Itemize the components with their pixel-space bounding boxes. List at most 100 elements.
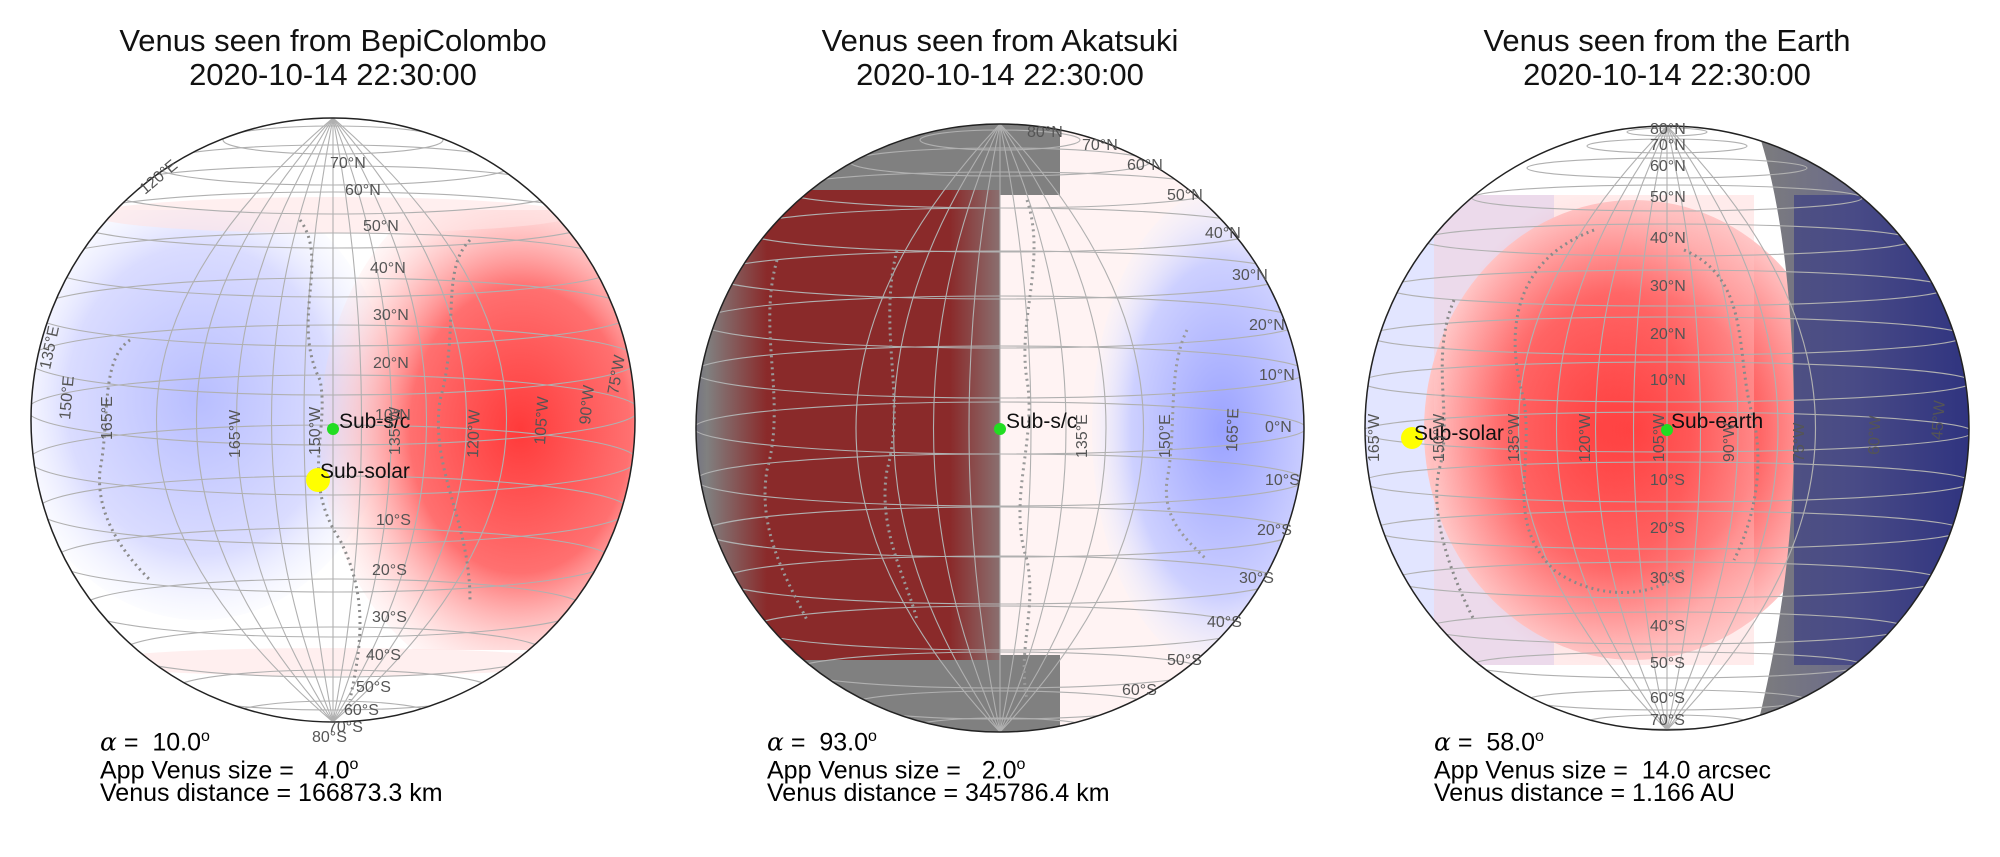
phase-angle-readout: α = 10.0o <box>100 727 210 757</box>
panel-title: Venus seen from Akatsuki <box>821 23 1179 58</box>
size-prefix: App Venus size = <box>100 756 315 785</box>
panel-title: Venus seen from the Earth <box>1483 23 1851 58</box>
panel-bepicolombo: Venus seen from BepiColombo 2020-10-14 2… <box>0 0 666 857</box>
lat-label: 40°N <box>370 260 406 277</box>
lat-label: 20°S <box>372 562 407 579</box>
lon-label: 150°E <box>57 375 78 420</box>
lat-label: 0°N <box>1265 419 1292 436</box>
panel-earth: Venus seen from the Earth 2020-10-14 22:… <box>1334 0 2000 857</box>
latitude-labels: 80°N 70°N 60°N 50°N 40°N 30°N 20°N 10°N … <box>1027 124 1300 699</box>
lat-label: 40°S <box>366 647 401 664</box>
lat-label: 50°N <box>363 218 399 235</box>
panel-timestamp: 2020-10-14 22:30:00 <box>189 57 477 92</box>
lon-label: 150°W <box>307 406 324 455</box>
lon-label: 45°W <box>1929 399 1949 440</box>
lat-label: 10°S <box>376 512 411 529</box>
lat-label: 50°S <box>1650 655 1685 672</box>
sub-sc-marker <box>327 423 339 435</box>
panel-timestamp: 2020-10-14 22:30:00 <box>856 57 1144 92</box>
size-value: 4.0 <box>314 756 350 785</box>
latitude-labels: 70°N 60°N 50°N 40°N 30°N 20°N 10°N 10°S … <box>312 155 411 746</box>
alpha-value: = 93.0 <box>783 728 868 757</box>
sub-solar-label: Sub-solar <box>1414 422 1504 445</box>
size-value: 14.0 arcsec <box>1641 756 1772 785</box>
lon-label: 90°W <box>1721 422 1738 462</box>
lon-label: 105°W <box>1651 413 1668 462</box>
lon-label: 165°W <box>227 409 244 458</box>
lon-label: 165°W <box>1366 413 1383 462</box>
distance-readout: Venus distance = 345786.4 km <box>767 779 1110 807</box>
lat-label: 60°S <box>1122 682 1157 699</box>
lat-label: 50°N <box>1650 189 1686 206</box>
lat-label: 60°S <box>1650 690 1685 707</box>
apparent-size-readout: App Venus size = 2.0o <box>767 751 1025 784</box>
venus-globe: Sub-s/c Sub-solar 70°N 60°N 50°N 40°N 30… <box>30 117 636 746</box>
apparent-size-readout: App Venus size = 4.0o <box>100 751 358 784</box>
latitude-labels: 80°N 70°N 60°N 50°N 40°N 30°N 20°N 10°N … <box>1650 121 1686 729</box>
sub-sc-label: Sub-s/c <box>1006 410 1077 433</box>
longitude-labels: 165°W 150°W 135°W 120°W 105°W 90°W 75°W … <box>1366 399 1949 462</box>
size-unit: o <box>1016 756 1026 773</box>
lon-label: 135°E <box>1074 414 1091 458</box>
venus-globe: Sub-s/c 80°N 70°N 60°N 50°N 40°N 30°N 20… <box>695 123 1305 733</box>
lon-label: 60°W <box>1866 414 1884 455</box>
lat-label: 10°N <box>1650 372 1686 389</box>
lat-label: 70°N <box>330 155 366 172</box>
lon-label: 120°W <box>1577 413 1594 462</box>
lat-label: 70°S <box>1650 712 1685 729</box>
lon-label: 165°E <box>1224 408 1243 452</box>
lat-label: 30°S <box>372 609 407 626</box>
distance-readout: Venus distance = 1.166 AU <box>1434 779 1735 807</box>
panel-timestamp: 2020-10-14 22:30:00 <box>1523 57 1811 92</box>
lon-label: 75°W <box>605 353 629 396</box>
lon-label: 150°W <box>1431 413 1448 462</box>
size-unit: o <box>349 756 359 773</box>
alpha-symbol: α <box>100 727 117 757</box>
alpha-value: = 58.0 <box>1450 728 1535 757</box>
size-prefix: App Venus size = <box>767 756 982 785</box>
lat-label: 70°S <box>328 719 363 736</box>
phase-angle-readout: α = 93.0o <box>767 727 877 757</box>
lon-label: 135°W <box>1506 413 1523 462</box>
lat-label: 60°N <box>1127 157 1163 174</box>
size-value: 2.0 <box>981 756 1017 785</box>
lat-label: 80°N <box>1027 124 1063 141</box>
lat-label: 20°N <box>1650 326 1686 343</box>
lat-label: 40°N <box>1205 225 1241 242</box>
sub-earth-marker <box>1661 424 1673 436</box>
panel-akatsuki: Venus seen from Akatsuki 2020-10-14 22:3… <box>667 0 1333 857</box>
lat-label: 10°S <box>1650 472 1685 489</box>
sub-solar-label: Sub-solar <box>320 460 410 483</box>
venus-globe: Sub-earth Sub-solar 80°N 70°N 60°N 50°N … <box>1364 121 1970 731</box>
lat-label: 20°N <box>373 355 409 372</box>
lon-label: 135°W <box>387 406 404 455</box>
longitude-labels: 135°E 150°E 165°E <box>1074 408 1243 458</box>
lat-label: 10°S <box>1265 472 1300 489</box>
lat-label: 50°S <box>1167 652 1202 669</box>
lon-label: 120°W <box>465 408 484 458</box>
lat-label: 30°S <box>1239 570 1274 587</box>
lat-label: 10°N <box>1259 367 1295 384</box>
lat-label: 50°N <box>1167 187 1203 204</box>
sub-sc-marker <box>994 423 1006 435</box>
lon-label: 90°W <box>577 384 598 426</box>
lat-label: 20°N <box>1249 317 1285 334</box>
lat-label: 60°S <box>344 702 379 719</box>
lat-label: 30°N <box>373 307 409 324</box>
apparent-size-readout: App Venus size = 14.0 arcsec <box>1434 751 1771 784</box>
panel-title: Venus seen from BepiColombo <box>119 23 547 58</box>
sub-solar-marker <box>1401 427 1423 449</box>
lon-label: 165°E <box>99 396 116 440</box>
lat-label: 70°N <box>1082 137 1118 154</box>
lon-label: 105°W <box>532 395 552 445</box>
lat-label: 60°N <box>1650 158 1686 175</box>
lat-label: 80°N <box>1650 121 1686 138</box>
size-prefix: App Venus size = <box>1434 756 1642 785</box>
lat-label: 40°S <box>1650 618 1685 635</box>
lat-label: 10°N <box>375 407 411 424</box>
alpha-symbol: α <box>1434 727 1451 757</box>
lat-label: 70°N <box>1650 137 1686 154</box>
alpha-value: = 10.0 <box>116 728 201 757</box>
lat-label: 30°S <box>1650 570 1685 587</box>
lon-label: 150°E <box>1157 414 1174 458</box>
